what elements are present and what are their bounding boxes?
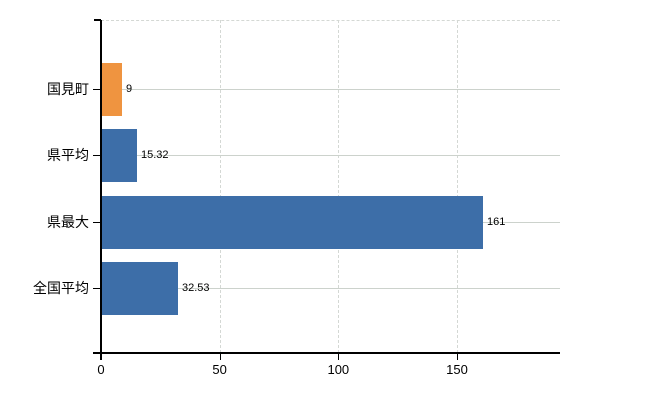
bar-2[interactable] — [101, 128, 137, 182]
bar-4[interactable] — [101, 261, 178, 315]
x-axis-tick-label: 50 — [212, 362, 227, 377]
y-axis-category-label: 全国平均 — [33, 280, 89, 296]
y-axis-tick — [93, 89, 101, 90]
y-axis-tick — [93, 222, 101, 223]
gridline-horizontal — [101, 89, 560, 90]
x-axis-tick-label: 150 — [446, 362, 468, 377]
y-axis-tick — [93, 155, 101, 156]
bar-value-label: 32.53 — [182, 282, 210, 294]
x-axis-tick-label: 100 — [327, 362, 350, 377]
bar-3[interactable] — [101, 195, 483, 249]
bar-value-label: 161 — [487, 216, 506, 228]
y-axis-category-label: 県最大 — [47, 214, 89, 230]
bar-value-label: 15.32 — [141, 149, 169, 161]
y-axis-category-label: 国見町 — [47, 81, 89, 97]
y-axis-tick — [93, 288, 101, 289]
gridline-horizontal — [101, 288, 560, 289]
y-axis-line — [100, 20, 102, 360]
bar-value-label: 9 — [126, 83, 133, 95]
x-axis-tick — [457, 353, 458, 360]
x-axis-line — [93, 352, 560, 354]
x-axis-tick-label: 0 — [97, 362, 105, 377]
y-axis-top-tick — [94, 19, 101, 21]
gridline-vertical — [457, 20, 458, 353]
x-axis-tick — [338, 353, 340, 360]
x-axis-tick — [219, 353, 221, 360]
gridline-vertical — [219, 20, 221, 353]
y-axis-category-label: 県平均 — [47, 147, 89, 163]
plot-top-border — [101, 20, 560, 21]
bar-1[interactable] — [101, 62, 122, 116]
gridline-horizontal — [101, 155, 560, 156]
gridline-vertical — [338, 20, 340, 353]
